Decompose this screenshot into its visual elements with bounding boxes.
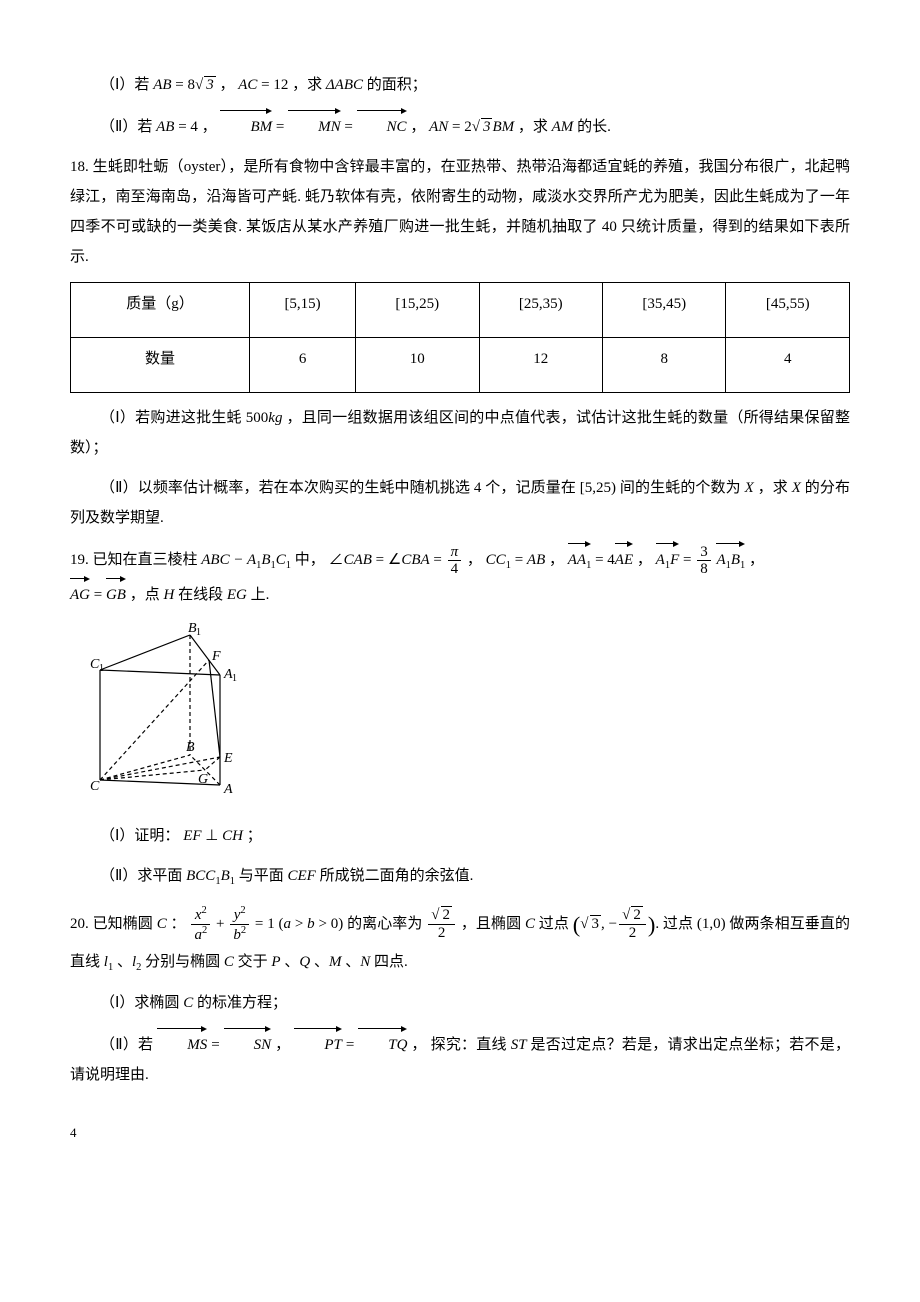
- q20-part1: （Ⅰ）求椭圆 C 的标准方程；: [70, 988, 850, 1018]
- svg-text:E: E: [223, 751, 233, 766]
- q20-part2: （Ⅱ）若 MS = SN ， PT = TQ ， 探究：直线 ST 是否过定点？…: [70, 1028, 850, 1090]
- table-cell: [25,35): [479, 283, 602, 338]
- table-cell: [45,55): [726, 283, 850, 338]
- table-cell: 10: [356, 338, 479, 393]
- q19-statement: 19. 已知在直三棱柱 ABC − A1B1C1 中， ∠CAB = ∠CBA …: [70, 543, 850, 610]
- q18-part2: （Ⅱ）以频率估计概率，若在本次购买的生蚝中随机挑选 4 个，记质量在 [5,25…: [70, 473, 850, 533]
- svg-text:G: G: [198, 772, 208, 787]
- q19-part1: （Ⅰ）证明： EF ⊥ CH ；: [70, 821, 850, 851]
- q19-figure: B1 C1 A1 F B E G C A: [90, 620, 850, 811]
- svg-text:C: C: [90, 779, 100, 794]
- q18-intro: 18. 生蚝即牡蛎（oyster），是所有食物中含锌最丰富的，在亚热带、热带沿海…: [70, 152, 850, 272]
- q20-statement: 20. 已知椭圆 C ： x2a2 + y2b2 = 1 (a > b > 0)…: [70, 902, 850, 978]
- table-cell: 8: [603, 338, 726, 393]
- svg-text:1: 1: [232, 673, 237, 684]
- table-cell: 数量: [71, 338, 250, 393]
- q20-number: 20.: [70, 916, 89, 932]
- table-cell: 6: [250, 338, 356, 393]
- table-cell: [15,25): [356, 283, 479, 338]
- svg-text:B: B: [186, 740, 195, 755]
- q19-part2: （Ⅱ）求平面 BCC1B1 与平面 CEF 所成锐二面角的余弦值.: [70, 861, 850, 892]
- q17-part2: （Ⅱ）若 AB = 4 ， BM = MN = NC ， AN = 2√3BM …: [70, 110, 850, 142]
- svg-text:1: 1: [196, 627, 201, 638]
- q18-part1: （Ⅰ）若购进这批生蚝 500kg ，且同一组数据用该组区间的中点值代表，试估计这…: [70, 403, 850, 463]
- q17-part1: （Ⅰ）若 AB = 8√3 ， AC = 12 ，求 ΔABC 的面积；: [70, 70, 850, 100]
- q18-number: 18.: [70, 159, 89, 175]
- table-cell: 质量（g）: [71, 283, 250, 338]
- table-cell: 12: [479, 338, 602, 393]
- table-cell: 4: [726, 338, 850, 393]
- page-number: 4: [70, 1120, 850, 1146]
- prism-diagram-icon: B1 C1 A1 F B E G C A: [90, 620, 260, 800]
- table-cell: [35,45): [603, 283, 726, 338]
- svg-text:1: 1: [99, 663, 104, 674]
- table-row: 数量 6 10 12 8 4: [71, 338, 850, 393]
- table-row: 质量（g） [5,15) [15,25) [25,35) [35,45) [45…: [71, 283, 850, 338]
- q18-table: 质量（g） [5,15) [15,25) [25,35) [35,45) [45…: [70, 282, 850, 393]
- svg-text:F: F: [211, 649, 221, 664]
- svg-text:A: A: [223, 782, 233, 797]
- table-cell: [5,15): [250, 283, 356, 338]
- q19-number: 19.: [70, 552, 89, 568]
